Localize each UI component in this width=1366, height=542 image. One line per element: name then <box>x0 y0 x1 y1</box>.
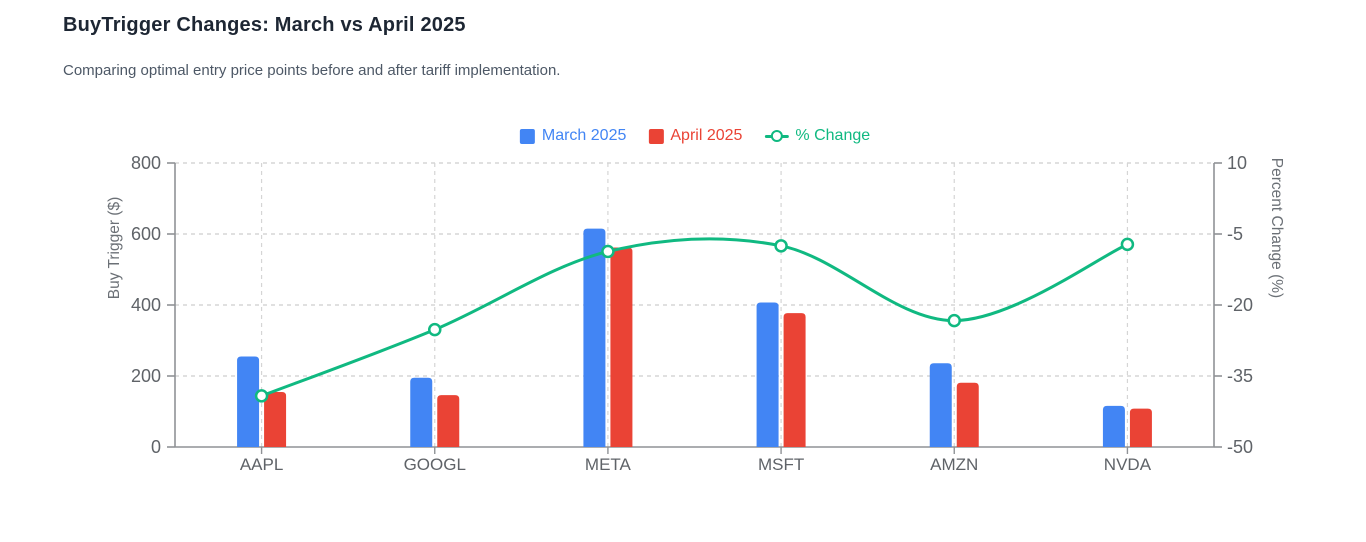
right-axis-tick-label: 10 <box>1227 153 1247 173</box>
left-axis-tick-label: 0 <box>151 437 161 457</box>
legend-square-swatch-april-icon <box>648 128 664 144</box>
legend-item-pct-change[interactable]: % Change <box>764 127 870 145</box>
right-axis-tick-label: -20 <box>1227 295 1253 315</box>
pct-change-line <box>260 237 1129 398</box>
bar-march-2025-aapl[interactable] <box>237 356 260 447</box>
right-axis-tick-label: -35 <box>1227 366 1253 386</box>
left-axis-title: Buy Trigger ($) <box>106 197 123 300</box>
legend-circle-marker-icon <box>770 130 783 142</box>
left-axis-tick-label: 200 <box>131 366 161 386</box>
pct-change-point-msft[interactable] <box>774 239 788 253</box>
legend-label-pct-change: % Change <box>795 127 871 144</box>
bar-march-2025-amzn[interactable] <box>929 363 952 447</box>
pct-change-point-googl[interactable] <box>428 322 442 337</box>
category-label-meta: META <box>585 455 632 474</box>
bar-march-2025-googl[interactable] <box>410 377 433 447</box>
bar-april-2025-meta[interactable] <box>610 247 633 447</box>
legend-label-march: March 2025 <box>541 127 627 144</box>
chart-legend: March 2025 April 2025 % Change <box>519 127 870 145</box>
category-label-googl: GOOGL <box>404 455 466 474</box>
bar-march-2025-nvda[interactable] <box>1102 405 1125 447</box>
bar-april-2025-googl[interactable] <box>437 395 460 447</box>
left-axis-tick-label: 400 <box>131 295 161 315</box>
category-label-amzn: AMZN <box>930 455 978 474</box>
bar-april-2025-nvda[interactable] <box>1129 408 1152 447</box>
legend-square-swatch-march-icon <box>519 128 535 144</box>
category-label-msft: MSFT <box>758 455 804 474</box>
left-axis-tick-label: 800 <box>131 153 161 173</box>
pct-change-point-meta[interactable] <box>601 244 615 259</box>
category-label-aapl: AAPL <box>240 455 283 474</box>
pct-change-point-amzn[interactable] <box>947 313 961 328</box>
pct-change-point-nvda[interactable] <box>1120 237 1135 252</box>
bar-april-2025-msft[interactable] <box>783 313 806 447</box>
bar-april-2025-aapl[interactable] <box>264 391 287 447</box>
bar-april-2025-amzn[interactable] <box>956 382 979 447</box>
legend-line-marker-icon <box>764 130 789 142</box>
pct-change-point-aapl[interactable] <box>254 389 269 403</box>
bar-march-2025-meta[interactable] <box>583 228 606 447</box>
bar-march-2025-msft[interactable] <box>756 302 779 447</box>
legend-item-march-2025[interactable]: March 2025 <box>519 127 627 145</box>
legend-item-april-2025[interactable]: April 2025 <box>648 127 742 145</box>
left-axis-tick-label: 600 <box>131 224 161 244</box>
legend-label-april: April 2025 <box>670 127 743 144</box>
right-axis-tick-label: -50 <box>1227 437 1253 457</box>
page-title: BuyTrigger Changes: March vs April 2025 <box>63 14 466 36</box>
right-axis-title: Percent Change (%) <box>1268 158 1285 298</box>
right-axis-tick-label: -5 <box>1227 224 1243 244</box>
category-label-nvda: NVDA <box>1104 455 1152 474</box>
page-subtitle: Comparing optimal entry price points bef… <box>63 62 561 79</box>
